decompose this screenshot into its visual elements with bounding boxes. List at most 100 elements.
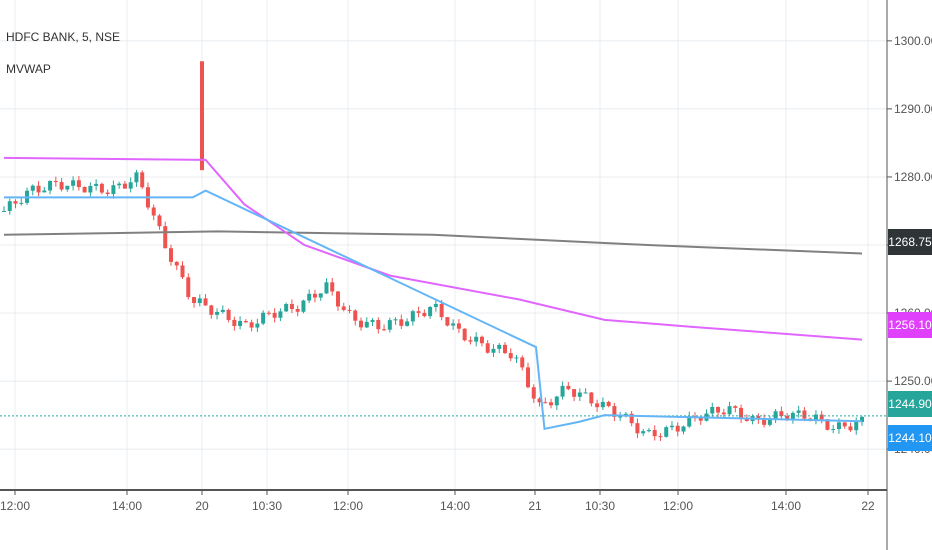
candle-body bbox=[168, 248, 173, 262]
x-axis: 12:00 14:00 20 10:30 12:00 14:00 21 10:30 12:00 1… bbox=[0, 489, 887, 513]
candle-body bbox=[128, 182, 133, 189]
x-tick-label: 12:00 bbox=[663, 499, 693, 513]
candle-body bbox=[7, 201, 12, 211]
x-tick-label: 14:00 bbox=[112, 499, 142, 513]
candle-body bbox=[76, 180, 81, 188]
candle-body bbox=[163, 226, 168, 249]
x-tick-label: 14:00 bbox=[771, 499, 801, 513]
candle-body bbox=[82, 187, 87, 193]
candle-body bbox=[491, 348, 496, 353]
candle-body bbox=[646, 430, 651, 432]
candle-body bbox=[428, 306, 433, 317]
candle-body bbox=[577, 392, 582, 397]
symbol-legend: HDFC BANK, 5, NSE bbox=[6, 30, 121, 44]
y-tick-label: 1290.00 bbox=[894, 102, 932, 116]
candle-body bbox=[312, 293, 317, 298]
candle-body bbox=[382, 329, 387, 331]
candle-body bbox=[359, 320, 364, 328]
candle-body bbox=[652, 430, 657, 437]
candle-body bbox=[19, 202, 24, 204]
candle-body bbox=[589, 392, 594, 404]
candle-body bbox=[502, 344, 507, 354]
candle-body bbox=[410, 311, 415, 322]
candle-body bbox=[813, 414, 818, 420]
x-tick-label: 22 bbox=[861, 499, 875, 513]
candle-body bbox=[220, 309, 225, 312]
candle-body bbox=[474, 336, 479, 342]
candle-body bbox=[439, 303, 444, 318]
candle-body bbox=[831, 429, 836, 431]
candle-body bbox=[255, 323, 260, 328]
candle-body bbox=[284, 304, 289, 312]
candle-body bbox=[370, 319, 375, 322]
candle-body bbox=[249, 322, 254, 328]
candle-body bbox=[232, 319, 237, 326]
candle-body bbox=[399, 319, 404, 326]
candle-body bbox=[762, 419, 767, 425]
candle-body bbox=[825, 419, 830, 430]
x-tick-label: 12:00 bbox=[333, 499, 363, 513]
series-line bbox=[3, 230, 863, 255]
candle-body bbox=[819, 414, 824, 420]
price-tag-vwap: 1244.10 bbox=[888, 425, 932, 451]
candle-body bbox=[192, 297, 197, 303]
x-tick-label: 10:30 bbox=[252, 499, 282, 513]
candle-body bbox=[836, 422, 841, 430]
candle-body bbox=[687, 416, 692, 427]
candle-body bbox=[59, 182, 64, 190]
candle-body bbox=[278, 311, 283, 318]
candle-body bbox=[698, 417, 703, 421]
candle-body bbox=[318, 293, 323, 298]
candle-body bbox=[802, 410, 807, 419]
x-tick-label: 20 bbox=[195, 499, 209, 513]
candle-body bbox=[675, 425, 680, 432]
candle-body bbox=[105, 192, 110, 195]
candle-body bbox=[779, 411, 784, 417]
x-tick-label: 10:30 bbox=[585, 499, 615, 513]
candle-spike bbox=[200, 61, 204, 171]
candle-body bbox=[543, 402, 548, 404]
x-tick-label: 12:00 bbox=[0, 499, 30, 513]
candle-body bbox=[514, 357, 519, 359]
candle-body bbox=[531, 387, 536, 399]
candle-body bbox=[451, 323, 456, 326]
candle-body bbox=[508, 353, 513, 359]
candle-body bbox=[733, 406, 738, 408]
candle-body bbox=[785, 416, 790, 421]
candle-body bbox=[485, 343, 490, 353]
candle-body bbox=[658, 436, 663, 438]
candle-body bbox=[226, 309, 231, 320]
candle-body bbox=[456, 323, 461, 329]
candle-body bbox=[422, 312, 427, 317]
candle-body bbox=[364, 321, 369, 328]
candle-body bbox=[99, 183, 104, 193]
candle-body bbox=[42, 190, 47, 193]
candle-body bbox=[347, 309, 352, 311]
candle-body bbox=[790, 412, 795, 421]
candle-body bbox=[134, 172, 139, 183]
candle-body bbox=[566, 385, 571, 390]
candle-body bbox=[243, 321, 248, 323]
candle-body bbox=[295, 308, 300, 312]
candle-body bbox=[88, 185, 93, 193]
price-tag-last: 1244.90 bbox=[888, 391, 932, 417]
candle-body bbox=[773, 411, 778, 419]
candle-body bbox=[669, 425, 674, 428]
candle-body bbox=[629, 413, 634, 424]
candle-body bbox=[664, 427, 669, 437]
candle-body bbox=[117, 183, 122, 186]
candle-body bbox=[272, 312, 277, 318]
candle-body bbox=[612, 406, 617, 417]
candle-body bbox=[848, 426, 853, 431]
price-tag-mvwap-medium: 1256.10 bbox=[888, 312, 932, 338]
candle-body bbox=[549, 402, 554, 406]
candle-body bbox=[445, 317, 450, 326]
candle-body bbox=[479, 336, 484, 344]
candle-body bbox=[215, 311, 220, 315]
candle-body bbox=[468, 340, 473, 342]
candle-body bbox=[744, 419, 749, 422]
candle-body bbox=[13, 201, 18, 204]
series-line bbox=[4, 189, 863, 430]
candle-body bbox=[140, 172, 145, 188]
